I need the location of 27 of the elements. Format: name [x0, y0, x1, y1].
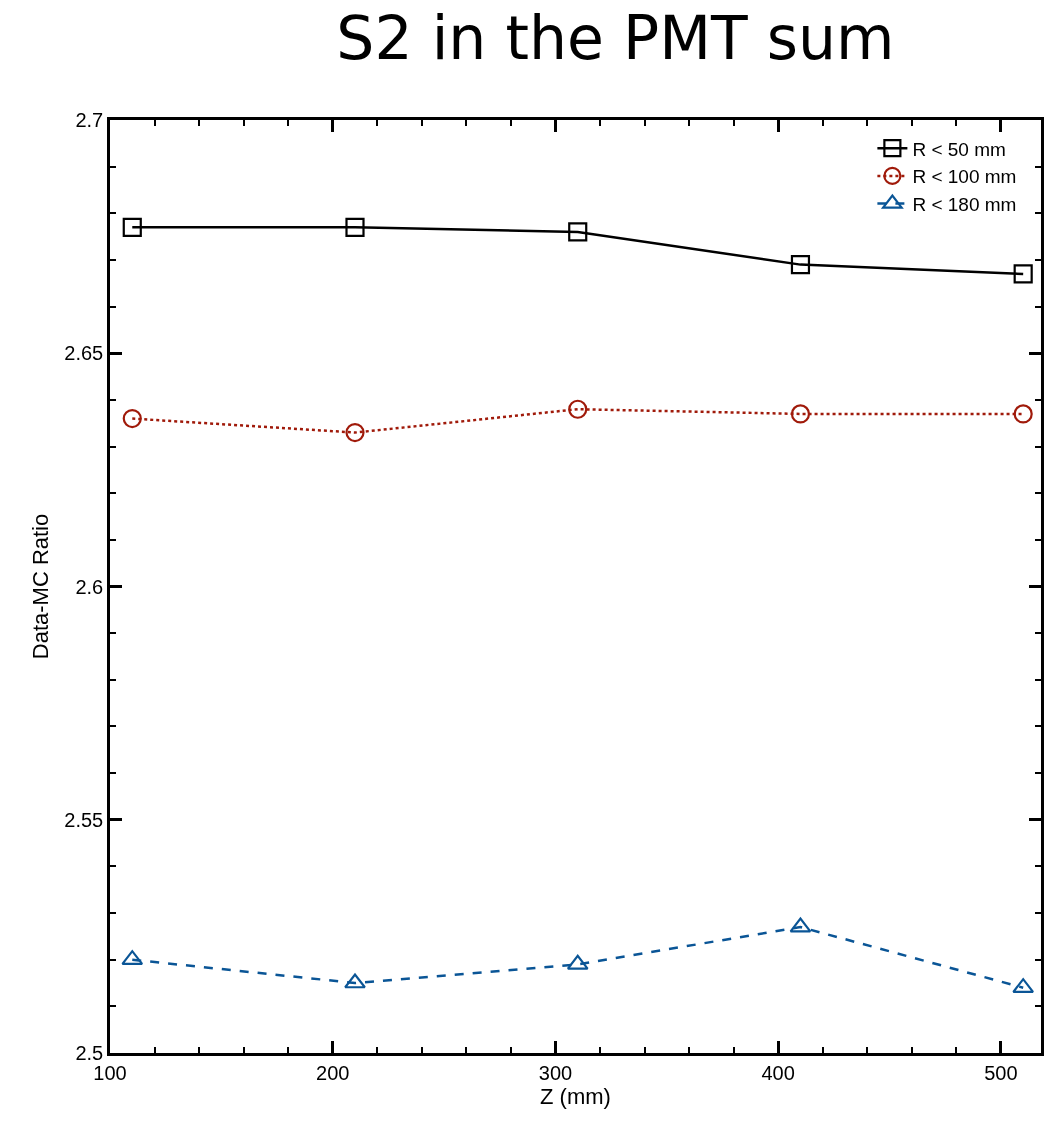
y-tick-label: 2.55: [64, 808, 104, 831]
y-tick-label: 2.6: [75, 575, 104, 598]
point: [122, 408, 142, 429]
point: [568, 222, 588, 242]
x-tick-label: 500: [984, 1061, 1018, 1084]
chart-title: S2 in the PMT sum: [336, 3, 895, 73]
point: [790, 255, 811, 275]
point: [344, 973, 366, 989]
x-tick-label: 400: [761, 1061, 795, 1084]
y-tick-label: 2.65: [64, 342, 104, 365]
y-tick-label: 2.5: [75, 1042, 104, 1064]
x-tick-label: 300: [538, 1061, 573, 1084]
point: [1013, 404, 1033, 424]
point: [790, 404, 811, 424]
point: [568, 399, 588, 419]
x-tick-label: 200: [316, 1061, 350, 1084]
x-axis-title: Z (mm): [540, 1083, 611, 1109]
legend-label: R < 50 mm: [912, 138, 1006, 160]
legend-label: R < 100 mm: [912, 166, 1017, 188]
legend-label: R < 180 mm: [912, 193, 1017, 215]
point: [122, 217, 142, 237]
x-tick-label: 100: [93, 1061, 127, 1084]
point: [345, 422, 365, 443]
y-tick-label: 2.7: [75, 109, 104, 131]
y-axis-title: Data-MC Ratio: [28, 513, 54, 660]
point: [345, 217, 365, 237]
point: [1013, 264, 1033, 284]
